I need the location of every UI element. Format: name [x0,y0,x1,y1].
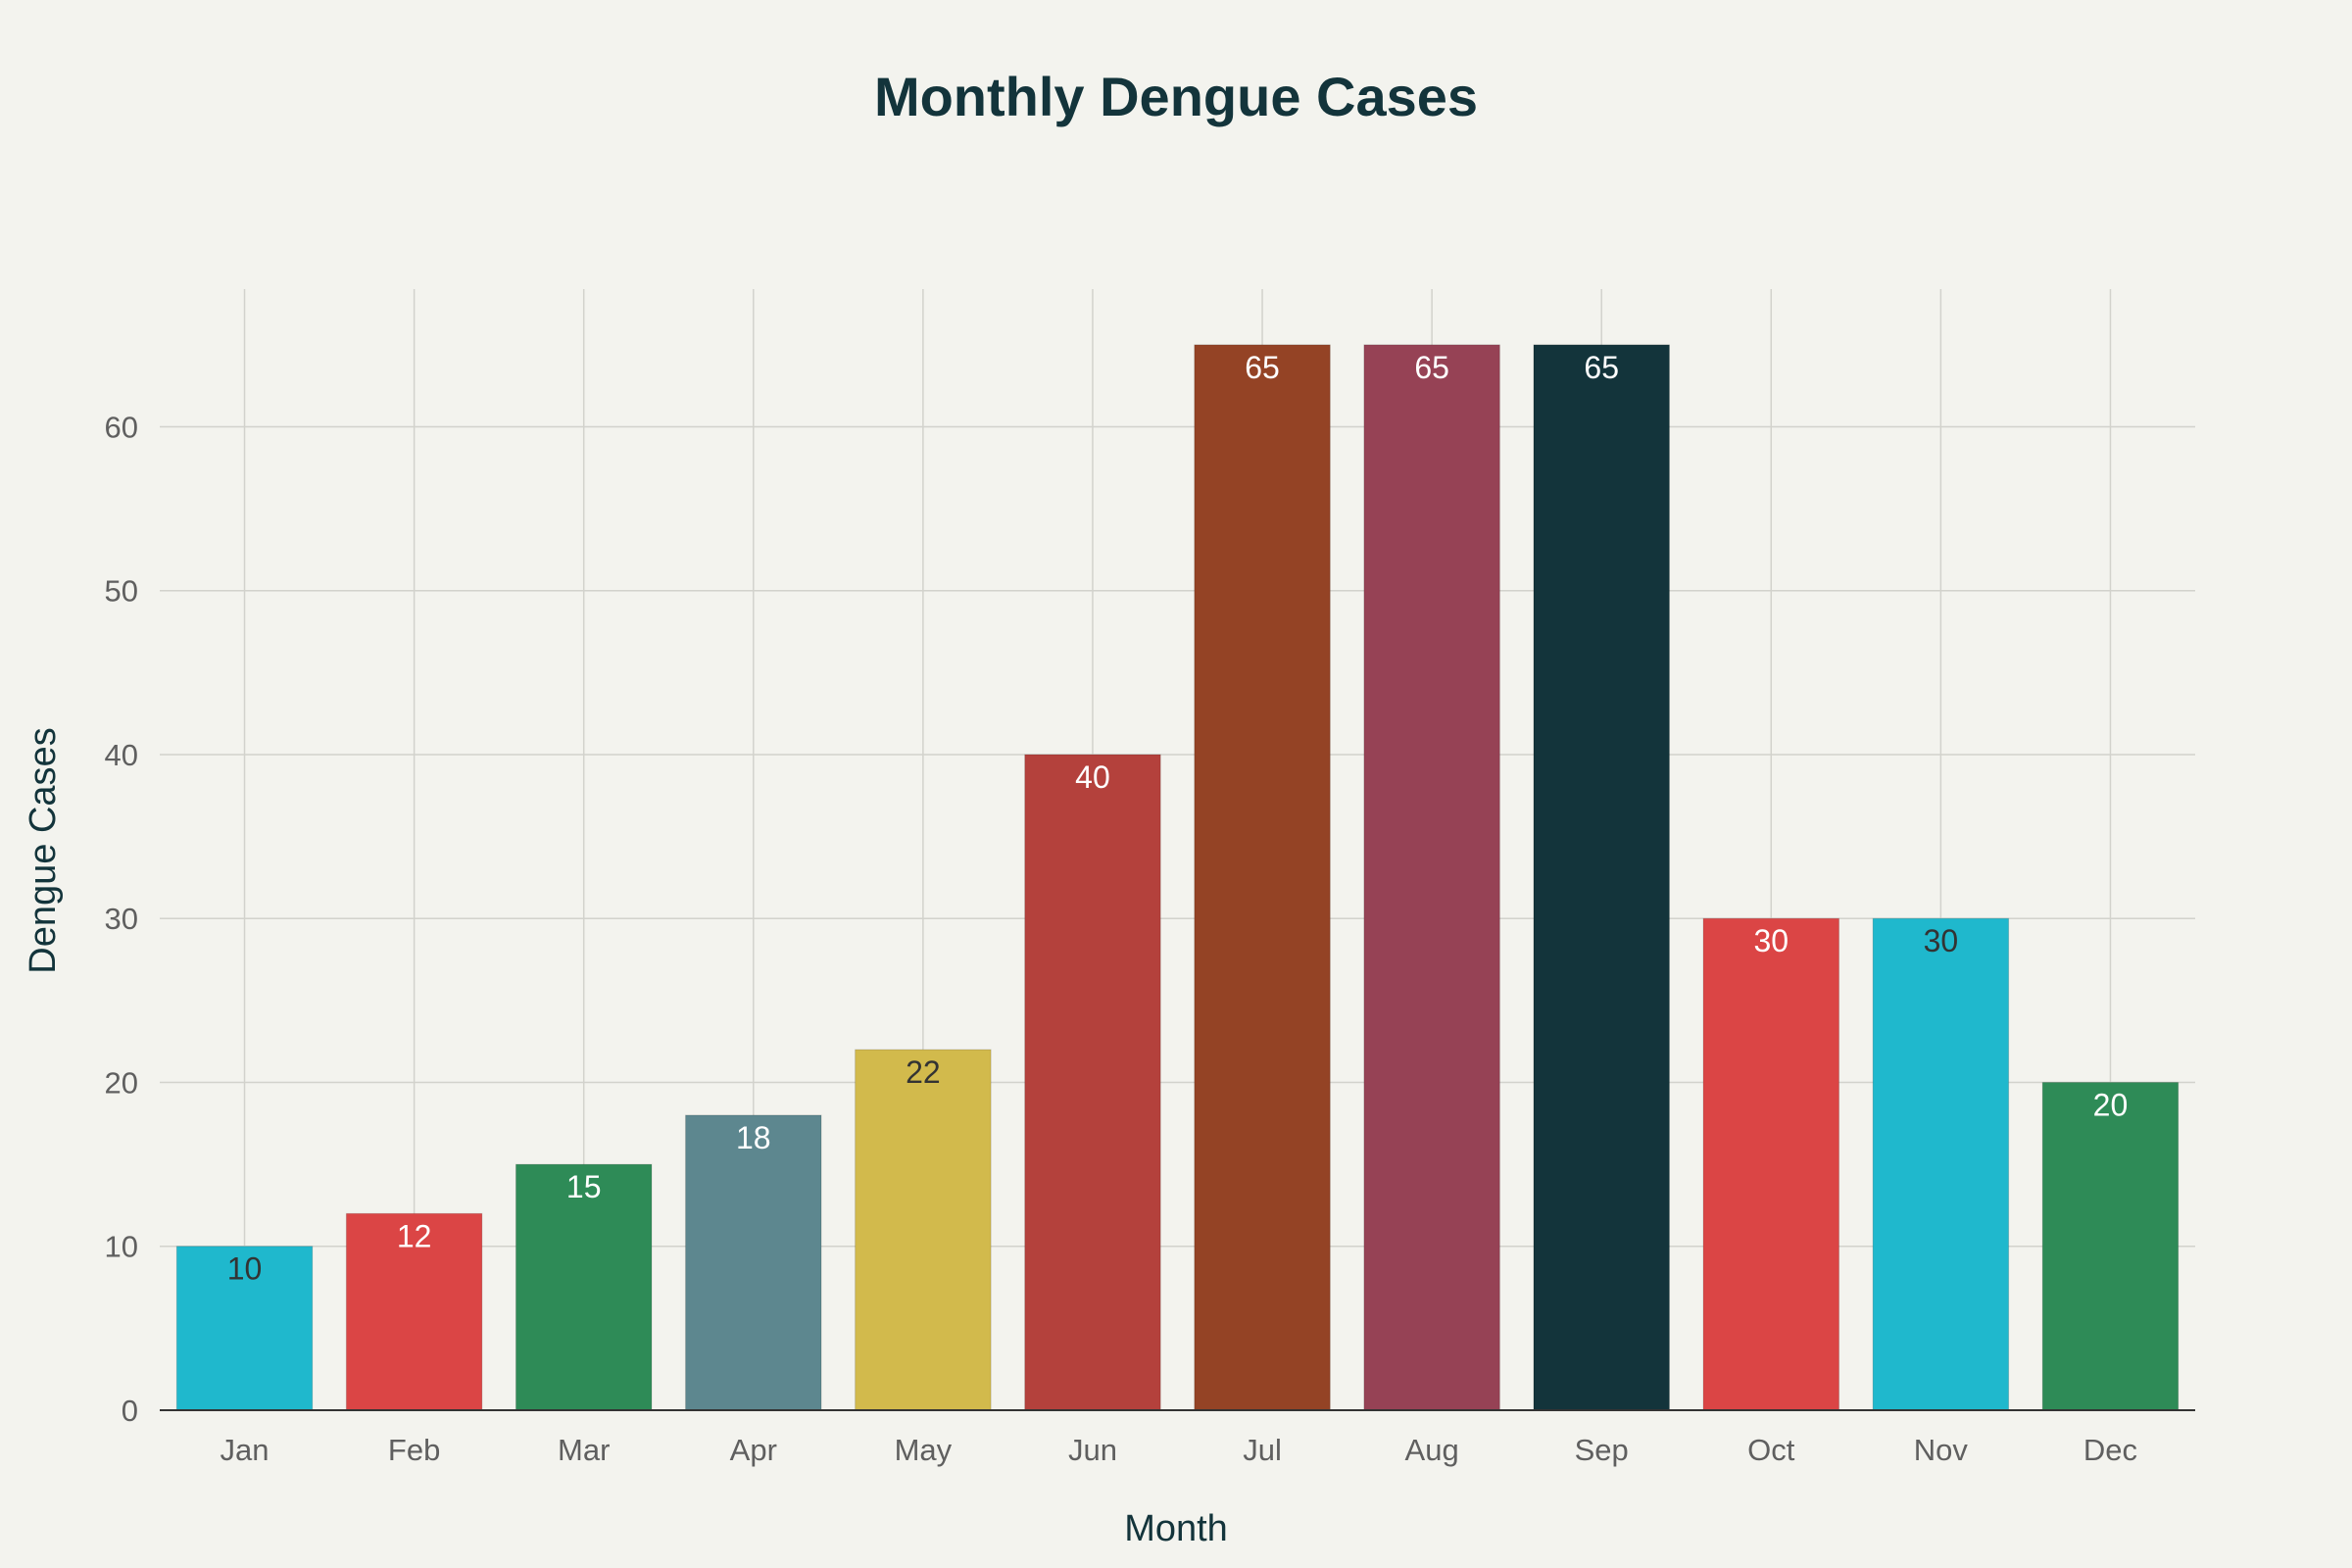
y-tick-label: 40 [105,738,138,772]
bar-jul [1194,344,1331,1411]
data-label-jan: 10 [227,1251,263,1287]
x-tick-label: Jun [1068,1433,1117,1467]
data-label-aug: 65 [1414,350,1449,385]
bar-mar [514,1163,653,1411]
y-tick-label: 30 [105,902,138,936]
data-labels: 10 12 15 18 22 40 65 65 65 30 30 20 [227,350,2129,1287]
y-tick-label: 50 [105,574,138,609]
bar-may [855,1049,992,1411]
y-tick-label: 60 [105,410,138,444]
data-label-feb: 12 [397,1218,432,1253]
x-tick-label: Nov [1914,1433,1969,1467]
x-tick-label: May [895,1433,953,1467]
bar-oct [1702,917,1840,1411]
data-label-jul: 65 [1245,350,1280,385]
bar-sep [1533,344,1670,1411]
x-tick-label: Apr [730,1433,777,1467]
axes: 0 10 20 30 40 50 60 Jan Feb Mar Apr May Jun Jul Aug Sep… [105,410,2195,1467]
bar-jan [175,1246,314,1411]
x-tick-label: Aug [1405,1433,1459,1467]
data-label-mar: 15 [566,1169,602,1204]
y-tick-label: 10 [105,1230,138,1264]
data-label-nov: 30 [1924,923,1959,958]
data-label-sep: 65 [1584,350,1619,385]
chart-title: Monthly Dengue Cases [874,66,1478,127]
y-axis-title: Dengue Cases [23,727,64,973]
x-tick-label: Mar [558,1433,610,1467]
data-label-may: 22 [906,1054,941,1090]
x-tick-label: Oct [1747,1433,1795,1467]
x-tick-label: Sep [1575,1433,1629,1467]
x-tick-label: Jan [220,1433,270,1467]
bar-dec [2041,1081,2180,1411]
bar-aug [1363,344,1500,1411]
bar-jun [1024,754,1161,1411]
x-axis-title: Month [1124,1508,1228,1549]
bar-feb [345,1212,483,1411]
bar-apr [685,1114,822,1411]
y-tick-label: 20 [105,1065,138,1100]
bar-nov [1872,917,2010,1411]
y-tick-label: 0 [122,1394,138,1428]
bars [175,344,2180,1411]
data-label-dec: 20 [2093,1087,2129,1122]
data-label-apr: 18 [736,1120,771,1155]
x-tick-label: Jul [1243,1433,1282,1467]
x-tick-label: Feb [388,1433,440,1467]
data-label-oct: 30 [1753,923,1788,958]
x-tick-label: Dec [2083,1433,2137,1467]
data-label-jun: 40 [1075,760,1110,795]
